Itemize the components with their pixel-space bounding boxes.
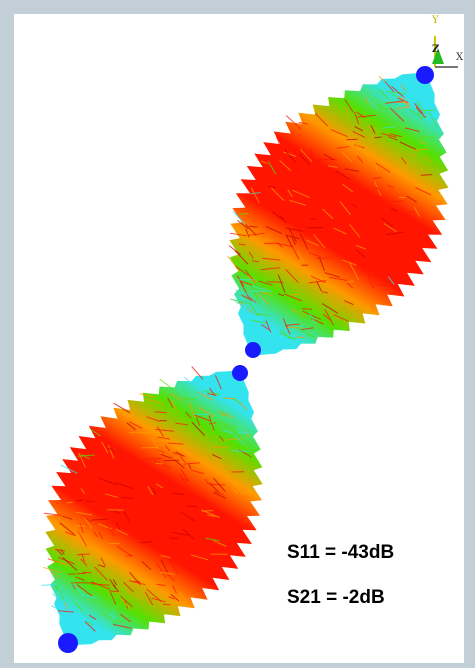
upper-lobe-body — [229, 72, 449, 356]
lower-lobe-body — [45, 370, 263, 646]
s11-readout: S11 = -43dB — [287, 542, 395, 563]
field-visualization — [41, 36, 458, 653]
lower-lobe-field-vectors — [41, 366, 252, 633]
axis-x-label: X — [456, 52, 464, 63]
port-bottom — [58, 633, 78, 653]
upper-lobe-field-vectors — [227, 75, 438, 340]
axis-z-marker — [432, 48, 444, 64]
port-top — [416, 66, 434, 84]
port-middle-upper — [245, 342, 261, 358]
simulation-view: Y Z X S11 = -43dB S21 = -2dB — [14, 14, 464, 663]
port-middle-lower — [232, 365, 248, 381]
s21-readout: S21 = -2dB — [287, 587, 385, 608]
axis-y-label: Y — [432, 15, 439, 26]
axis-z-label: Z — [432, 44, 440, 55]
